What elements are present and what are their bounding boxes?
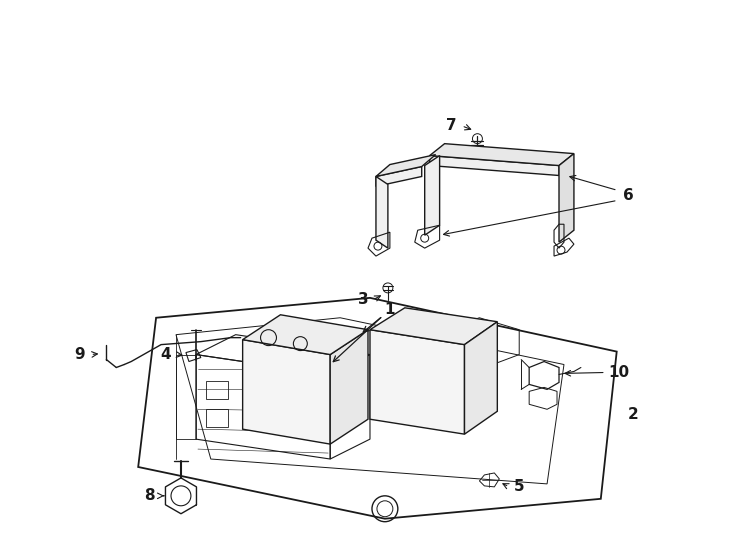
Polygon shape	[376, 177, 388, 248]
Polygon shape	[376, 154, 436, 177]
Polygon shape	[429, 144, 574, 166]
Polygon shape	[370, 330, 465, 434]
Polygon shape	[429, 156, 559, 176]
Polygon shape	[376, 166, 422, 186]
Text: 7: 7	[446, 118, 457, 133]
Text: 6: 6	[623, 188, 634, 203]
Text: 10: 10	[608, 365, 629, 380]
Polygon shape	[559, 153, 574, 242]
Polygon shape	[425, 156, 440, 235]
Text: 5: 5	[514, 480, 525, 495]
Text: 9: 9	[74, 347, 85, 362]
Polygon shape	[330, 330, 368, 444]
Polygon shape	[243, 340, 330, 444]
Text: 8: 8	[144, 488, 154, 503]
Text: 2: 2	[628, 407, 639, 422]
Polygon shape	[465, 322, 498, 434]
Polygon shape	[370, 308, 498, 345]
Text: 1: 1	[385, 302, 395, 318]
Polygon shape	[243, 315, 368, 355]
Text: 4: 4	[161, 347, 171, 362]
Text: 3: 3	[357, 292, 368, 307]
